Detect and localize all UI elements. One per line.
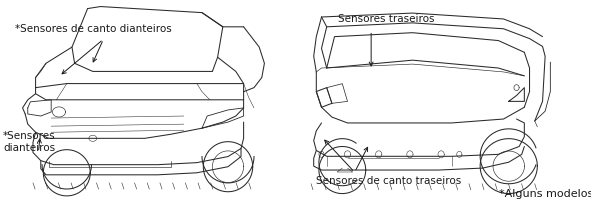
Text: *Sensores de canto dianteiros: *Sensores de canto dianteiros (15, 24, 171, 34)
Text: *Sensores
dianteiros: *Sensores dianteiros (3, 131, 56, 153)
Text: *Alguns modelos.: *Alguns modelos. (499, 189, 591, 199)
Text: Sensores traseiros: Sensores traseiros (338, 14, 434, 24)
Text: Sensores de canto traseiros: Sensores de canto traseiros (316, 176, 462, 186)
